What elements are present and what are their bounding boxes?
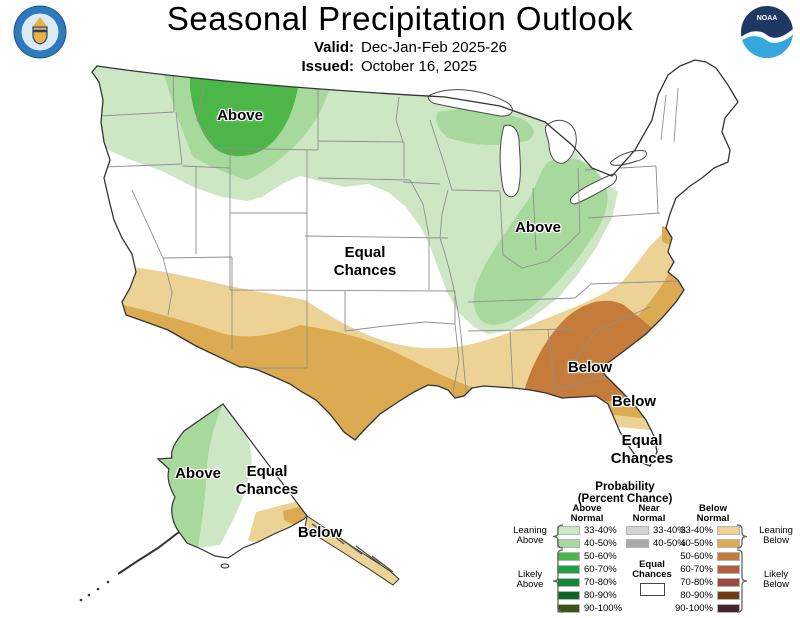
map-label-northwest-above: Above	[217, 107, 263, 124]
region-alaska-below-40-50	[283, 506, 307, 525]
noaa-seagull-icon	[741, 28, 793, 43]
range-label: 50-60%	[584, 551, 617, 562]
legend-likely-below: Likely Below	[763, 569, 789, 590]
legend-header-below-normal: Below Normal	[696, 503, 730, 524]
range-label: 90-100%	[674, 603, 713, 614]
range-label: 60-70%	[680, 564, 713, 575]
legend-title: Probability (Percent Chance)	[577, 481, 673, 505]
below-swatch	[717, 539, 740, 548]
below-swatch	[717, 552, 740, 561]
near-swatch	[626, 539, 649, 548]
below-swatch	[717, 565, 740, 574]
range-label: 33-40%	[680, 525, 713, 536]
commerce-shield-icon	[32, 26, 48, 45]
legend-row: 90-100%	[673, 602, 740, 615]
map-label-florida-equal-chances: Equal Chances	[610, 432, 674, 467]
range-label: 60-70%	[584, 564, 617, 575]
range-label: 40-50%	[653, 538, 686, 549]
lake-erie	[569, 173, 618, 205]
region-alaska-above-40-50	[158, 404, 223, 548]
map-label-alaska-below: Below	[297, 524, 343, 541]
legend-leaning-above: Leaning Above	[513, 525, 547, 546]
below-swatch	[717, 526, 740, 535]
range-label: 40-50%	[680, 538, 713, 549]
aleutian-peninsula	[117, 531, 180, 575]
brace-leaning-below	[736, 524, 748, 549]
legend-row: 33-40%	[673, 524, 740, 537]
map-label-southeast-below: Below	[567, 359, 613, 376]
range-label: 70-80%	[584, 577, 617, 588]
legend-header-above-normal: Above Normal	[570, 503, 604, 524]
region-alaska-above-33-40	[198, 404, 252, 548]
alaska-panhandle-mountains	[311, 523, 394, 573]
legend-near-column: 33-40% 40-50%	[626, 524, 686, 550]
commerce-seal-logo[interactable]	[13, 5, 67, 59]
legend-below-column: 33-40% 40-50% 50-60% 60-70% 70-80% 80-90…	[673, 524, 740, 615]
range-label: 80-90%	[680, 590, 713, 601]
legend-equal-chances: Equal Chances	[621, 550, 683, 606]
legend-row: 40-50%	[673, 537, 740, 550]
range-label: 33-40%	[584, 525, 617, 536]
map-label-alaska-equal-chances: Equal Chances	[235, 463, 299, 498]
commerce-eagle-icon	[33, 17, 47, 26]
conus-outline	[91, 59, 739, 467]
brace-leaning-above	[552, 524, 564, 549]
valid-value: Dec-Jan-Feb 2025-26	[361, 39, 507, 56]
page-title: Seasonal Precipitation Outlook	[166, 0, 634, 37]
legend-row: 60-70%	[673, 563, 740, 576]
below-swatch	[717, 604, 740, 613]
brace-likely-above	[552, 549, 564, 613]
range-label: 40-50%	[584, 538, 617, 549]
validity-block: Valid: Dec-Jan-Feb 2025-26 Issued: Octob…	[296, 38, 507, 76]
map-label-central-equal-chances: Equal Chances	[333, 244, 397, 279]
equal-chances-label: Equal Chances	[632, 559, 672, 580]
below-swatch	[717, 578, 740, 587]
noaa-logo-text: NOAA	[757, 15, 778, 22]
brace-likely-below	[736, 549, 748, 613]
issued-label: Issued:	[301, 58, 354, 75]
range-label: 33-40%	[653, 525, 686, 536]
legend-likely-above: Likely Above	[516, 569, 544, 590]
map-label-ohio-valley-above: Above	[515, 219, 561, 236]
lake-superior	[427, 89, 513, 117]
issued-value: October 16, 2025	[361, 58, 477, 75]
below-swatch	[717, 591, 740, 600]
range-label: 50-60%	[680, 551, 713, 562]
legend-row: 40-50%	[626, 537, 686, 550]
aleutian-islands	[79, 563, 230, 602]
probability-legend: Probability (Percent Chance) Above Norma…	[505, 478, 800, 618]
state-borders	[99, 67, 681, 393]
legend-header-near-normal: Near Normal	[632, 503, 666, 524]
alaska-outline	[156, 403, 308, 559]
legend-row: 70-80%	[673, 576, 740, 589]
range-label: 80-90%	[584, 590, 617, 601]
legend-row: 80-90%	[673, 589, 740, 602]
lake-huron	[544, 119, 577, 164]
noaa-logo-bottom	[741, 31, 793, 58]
equal-chances-swatch	[639, 583, 665, 596]
map-label-florida-below: Below	[611, 393, 657, 410]
great-lakes	[427, 89, 648, 205]
alaska-inset	[79, 403, 400, 602]
valid-label: Valid:	[313, 39, 354, 56]
legend-row: 33-40%	[626, 524, 686, 537]
near-swatch	[626, 526, 649, 535]
lake-michigan	[499, 124, 521, 198]
range-label: 70-80%	[680, 577, 713, 588]
legend-braces	[552, 524, 748, 613]
noaa-logo[interactable]: NOAA	[740, 5, 794, 59]
legend-row: 50-60%	[673, 550, 740, 563]
legend-leaning-below: Leaning Below	[759, 525, 793, 546]
map-label-alaska-above: Above	[175, 465, 221, 482]
range-label: 90-100%	[584, 603, 623, 614]
